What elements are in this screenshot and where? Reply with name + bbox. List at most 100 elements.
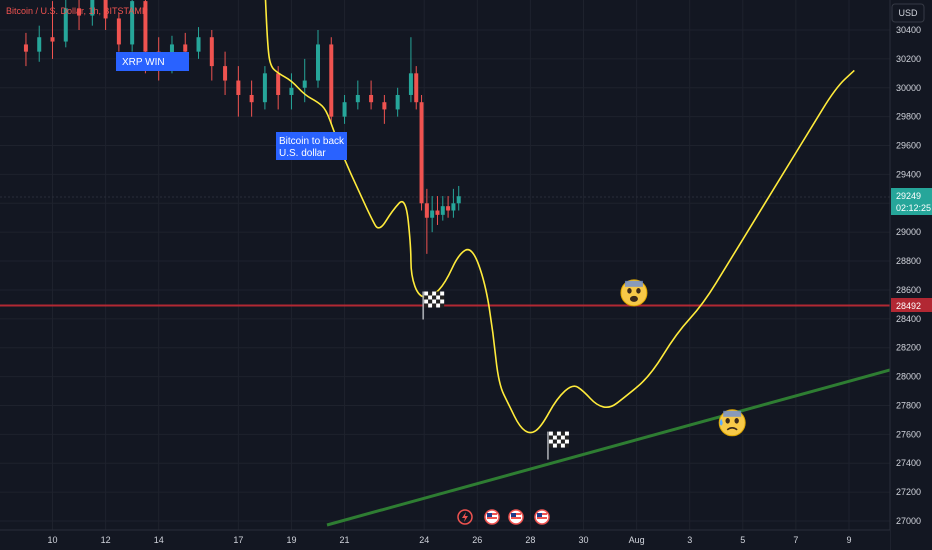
- price-tick-label: 27200: [896, 487, 921, 497]
- price-tick-label: 29600: [896, 141, 921, 151]
- candle-body: [262, 73, 267, 103]
- flag-cell: [560, 431, 565, 436]
- flag-cell: [424, 291, 429, 296]
- price-tick-label: 27400: [896, 458, 921, 468]
- flag-cell: [432, 295, 437, 300]
- trendline-segment: [326, 368, 891, 527]
- trendline: [326, 368, 891, 527]
- candle-body: [103, 0, 108, 19]
- face-eye: [734, 418, 739, 424]
- flag-cell: [548, 431, 553, 436]
- current-price-value: 29249: [896, 191, 921, 201]
- time-tick-label: 21: [340, 535, 350, 545]
- candle-body: [419, 102, 424, 204]
- us-flag-icon[interactable]: [508, 509, 524, 525]
- checkered-flag-icon: [547, 431, 569, 460]
- flag-cell: [552, 439, 557, 444]
- candle-body: [329, 44, 334, 117]
- candle-body: [63, 8, 68, 42]
- time-tick-label: 28: [525, 535, 535, 545]
- flag-cell: [424, 299, 429, 304]
- candle-body: [440, 206, 445, 215]
- candle-body: [414, 73, 419, 103]
- candle-body: [382, 102, 387, 110]
- annotation-bitcoin-dollar[interactable]: Bitcoin to back U.S. dollar: [276, 132, 347, 160]
- price-axis[interactable]: 27000 27200 27400 27600 27800 28000 28200 28400…: [889, 0, 932, 550]
- current-price-badge: 29249 02:12:25: [891, 188, 932, 215]
- flag-cell: [556, 439, 561, 444]
- flag-cell: [552, 431, 557, 436]
- flag-cell: [548, 439, 553, 444]
- candle-body: [369, 94, 374, 103]
- candle-body: [408, 73, 413, 95]
- annotation-xrp-win-box: [116, 52, 189, 71]
- sweat-drop: [719, 418, 723, 426]
- candle-body: [276, 73, 281, 95]
- flag-cell: [556, 435, 561, 440]
- candle-body: [130, 1, 135, 45]
- level-price-badge-box: [891, 298, 932, 312]
- annotation-bitcoin-dollar-line2: U.S. dollar: [279, 148, 326, 159]
- time-tick-label: 19: [286, 535, 296, 545]
- bar-countdown: 02:12:25: [896, 203, 931, 213]
- price-tick-label: 29800: [896, 112, 921, 122]
- candle-body: [223, 66, 228, 81]
- time-tick-label: 14: [154, 535, 164, 545]
- checkered-flag-icon: [422, 291, 445, 320]
- price-tick-label: 30000: [896, 83, 921, 93]
- price-axis-background: [890, 0, 932, 550]
- currency-button[interactable]: USD: [891, 3, 925, 23]
- current-price-badge-box: [891, 188, 932, 215]
- flag-cell: [440, 299, 445, 304]
- candle-body: [302, 80, 307, 88]
- flag-cell: [424, 295, 429, 300]
- flag-cell: [560, 435, 565, 440]
- time-tick-label: 17: [233, 535, 243, 545]
- face-mouth: [726, 427, 738, 431]
- price-tick-label: 28000: [896, 372, 921, 382]
- candle-body: [196, 37, 201, 52]
- flag-cell: [564, 431, 569, 436]
- face-eye: [636, 288, 641, 294]
- candle-body: [90, 0, 95, 16]
- face-forehead: [723, 410, 742, 417]
- annotation-xrp-win[interactable]: XRP WIN: [116, 52, 189, 71]
- lightning-icon[interactable]: [457, 509, 473, 525]
- us-flag-icon[interactable]: [484, 509, 500, 525]
- candle-body: [424, 203, 429, 218]
- flag-cell: [428, 295, 433, 300]
- face-eye: [627, 288, 632, 294]
- flag-cell: [548, 443, 553, 448]
- candle-body: [435, 210, 440, 215]
- anxious-face-icon: [718, 409, 746, 437]
- candle-body: [316, 44, 320, 81]
- price-tick-label: 29000: [896, 227, 921, 237]
- candle-body: [430, 210, 435, 218]
- price-tick-label: 27800: [896, 400, 921, 410]
- candle-body: [116, 18, 121, 45]
- us-flag-icon[interactable]: [534, 509, 550, 525]
- time-tick-label: 26: [472, 535, 482, 545]
- flag-cell: [436, 295, 441, 300]
- flag-cell: [552, 443, 557, 448]
- level-price-badge: 28492: [891, 298, 932, 312]
- flag-cell: [436, 291, 441, 296]
- candle-body: [183, 44, 188, 52]
- flag-cell: [440, 291, 445, 296]
- flag-cell: [436, 303, 441, 308]
- economic-events[interactable]: [457, 509, 550, 525]
- candlestick-series: [23, 0, 461, 254]
- time-tick-label: 3: [687, 535, 692, 545]
- annotation-bitcoin-dollar-line1: Bitcoin to back: [279, 136, 345, 147]
- candle-body: [209, 37, 214, 67]
- flag-cell: [548, 435, 553, 440]
- time-tick-label: 9: [846, 535, 851, 545]
- flag-cell: [564, 443, 569, 448]
- face-mouth: [629, 295, 638, 302]
- time-axis[interactable]: 10 12 14 17 19 21 24 26 28 30 Aug 3 5 7 9: [0, 529, 890, 550]
- candle-body: [446, 206, 451, 211]
- flag-cell: [440, 303, 445, 308]
- price-tick-label: 27000: [896, 516, 921, 526]
- candle-body: [77, 8, 82, 16]
